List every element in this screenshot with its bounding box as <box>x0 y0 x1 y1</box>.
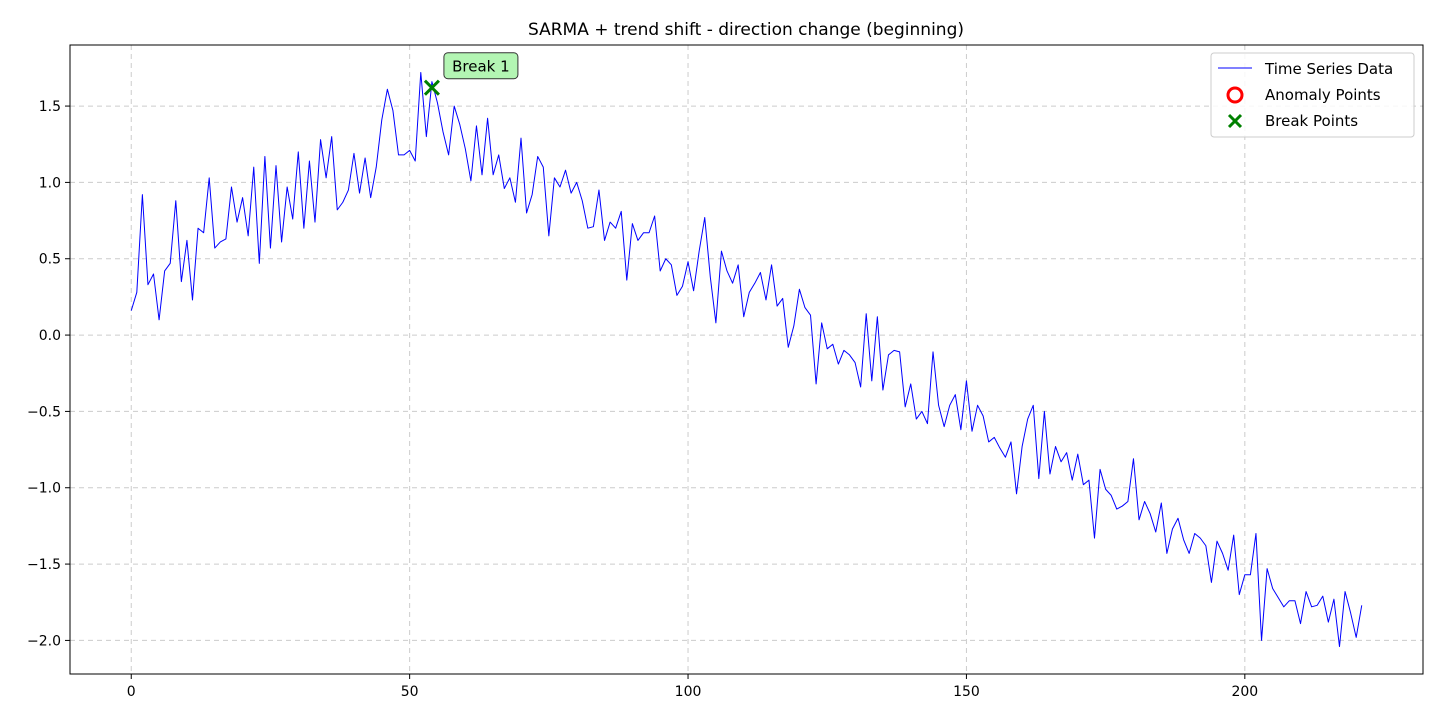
y-tick-label: 0.0 <box>39 328 61 344</box>
y-tick-label: −1.0 <box>27 481 61 497</box>
break-annotation: Break 1 <box>444 53 518 79</box>
chart-title: SARMA + trend shift - direction change (… <box>528 20 964 40</box>
legend-entry-time-series: Time Series Data <box>1264 60 1393 78</box>
legend-entry-anomaly: Anomaly Points <box>1265 86 1381 104</box>
x-tick-label: 200 <box>1231 684 1258 700</box>
y-tick-label: −2.0 <box>27 633 61 649</box>
y-tick-label: −1.5 <box>27 557 61 573</box>
x-tick-label: 100 <box>675 684 702 700</box>
x-tick-label: 50 <box>401 684 419 700</box>
y-tick-label: −0.5 <box>27 404 61 420</box>
x-tick-label: 0 <box>127 684 136 700</box>
annotation-label: Break 1 <box>452 58 510 76</box>
x-tick-label: 150 <box>953 684 980 700</box>
y-tick-label: 1.5 <box>39 99 61 115</box>
y-tick-label: 1.0 <box>39 175 61 191</box>
legend: Time Series Data Anomaly Points Break Po… <box>1211 53 1414 137</box>
y-tick-label: 0.5 <box>39 252 61 268</box>
legend-entry-break: Break Points <box>1265 112 1358 130</box>
